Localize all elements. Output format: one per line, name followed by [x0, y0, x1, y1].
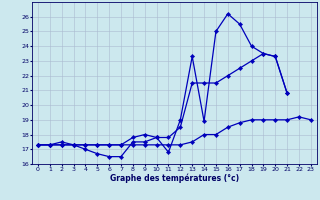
X-axis label: Graphe des températures (°c): Graphe des températures (°c) — [110, 173, 239, 183]
